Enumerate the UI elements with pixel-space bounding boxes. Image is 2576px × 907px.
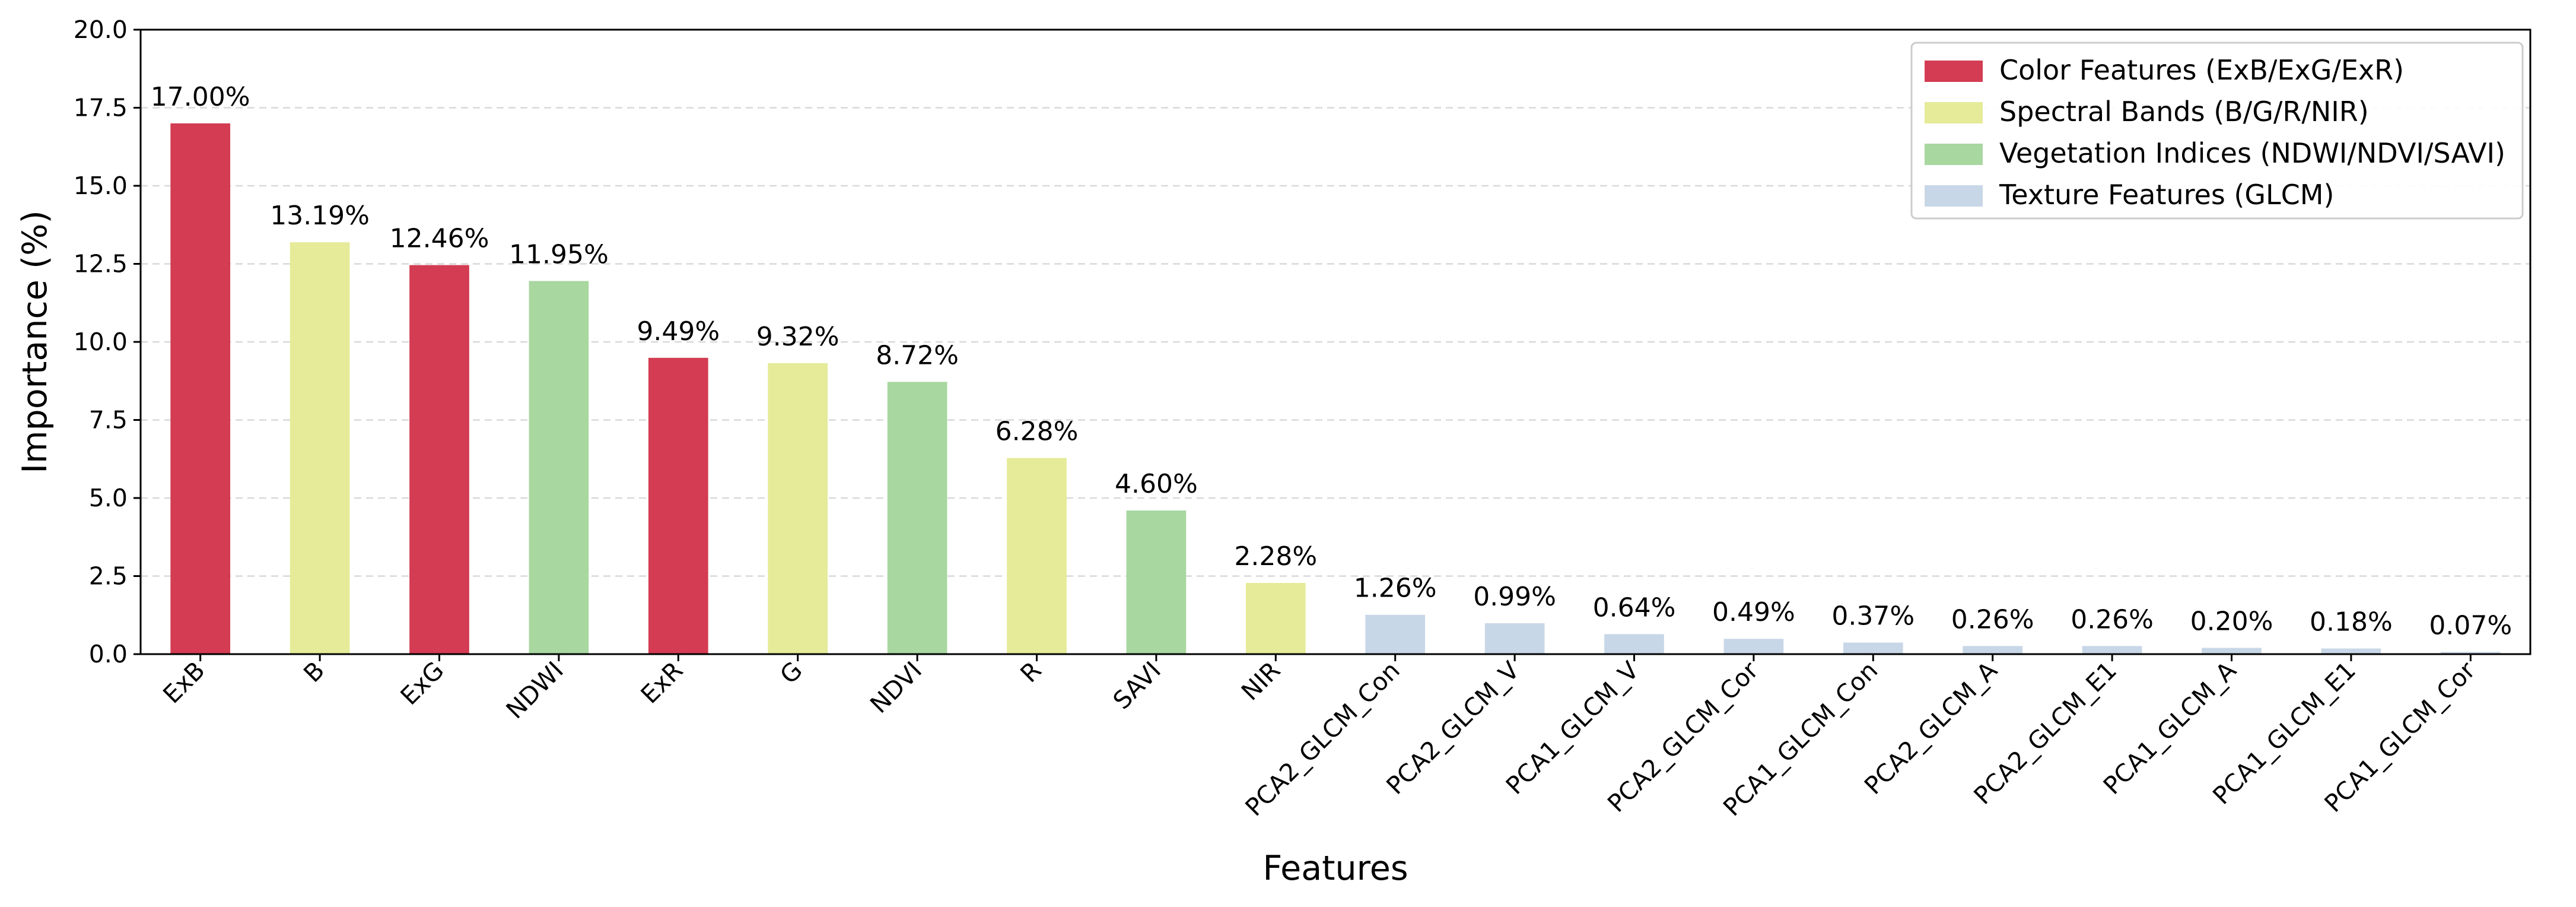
bar-exb: [170, 123, 231, 655]
bar-pca1-glcm-a: [2202, 648, 2262, 654]
legend-swatch-texture: [1925, 185, 1983, 207]
bar-exr: [648, 357, 708, 654]
bar-pca2-glcm-cor: [1723, 639, 1784, 654]
value-label: 0.49%: [1712, 597, 1795, 627]
value-label: 0.99%: [1473, 582, 1556, 612]
legend-label-color: Color Features (ExB/ExG/ExR): [1999, 54, 2404, 86]
value-label: 8.72%: [876, 340, 959, 370]
value-label: 0.26%: [2071, 604, 2154, 635]
y-tick-label: 17.5: [74, 94, 128, 122]
legend-label-spectral: Spectral Bands (B/G/R/NIR): [1999, 96, 2369, 128]
value-label: 9.49%: [637, 316, 720, 347]
value-label: 1.26%: [1354, 573, 1437, 604]
x-tick-label: ExB: [157, 656, 210, 709]
value-label: 0.07%: [2429, 610, 2512, 640]
value-label: 4.60%: [1115, 469, 1198, 499]
value-label: 6.28%: [996, 417, 1079, 447]
legend: Color Features (ExB/ExG/ExR) Spectral Ban…: [1910, 42, 2524, 220]
x-tick-label: R: [1015, 656, 1047, 688]
y-tick-label: 7.5: [89, 406, 128, 435]
y-tick-label: 5.0: [89, 484, 128, 512]
legend-box: [1910, 42, 2524, 220]
value-label: 11.95%: [509, 239, 609, 269]
y-tick-label: 15.0: [74, 172, 128, 200]
legend-label-vegetation: Vegetation Indices (NDWI/NDVI/SAVI): [1999, 137, 2505, 169]
y-tick-label: 10.0: [74, 328, 128, 356]
y-axis-ticks: 0.0 2.5 5.0 7.5 10.0 12.5 15.0 17.5 20.0: [74, 15, 141, 668]
bar-g: [768, 363, 828, 654]
y-axis-title: Importance (%): [15, 210, 55, 473]
value-label: 13.19%: [270, 201, 370, 231]
y-tick-label: 20.0: [74, 15, 128, 44]
bar-savi: [1126, 510, 1187, 654]
bar-pca2-glcm-e1: [2082, 646, 2142, 654]
value-label: 0.18%: [2310, 607, 2393, 638]
x-tick-label: NDWI: [501, 656, 569, 724]
x-axis-ticks: ExB B ExG NDWI ExR G NDVI R SAVI NIRPCA2_GLCM_Con…: [157, 654, 2480, 822]
bar-pca2-glcm-v: [1484, 623, 1545, 654]
value-label: 12.46%: [390, 224, 489, 254]
bar-pca1-glcm-e1: [2321, 648, 2381, 654]
bar-pca1-glcm-v: [1604, 634, 1664, 654]
y-tick-label: 2.5: [89, 562, 128, 591]
bar-b: [290, 242, 350, 654]
y-tick-label: 0.0: [89, 640, 128, 668]
value-label: 2.28%: [1234, 541, 1317, 572]
value-label: 0.64%: [1593, 592, 1676, 623]
x-tick-label: SAVI: [1108, 656, 1166, 715]
value-label: 0.37%: [1831, 601, 1914, 632]
bars-group: [170, 123, 2501, 655]
bar-r: [1007, 458, 1067, 654]
bar-pca2-glcm-con: [1365, 614, 1426, 654]
bar-pca2-glcm-a: [1963, 646, 2023, 654]
bar-ndwi: [529, 281, 589, 654]
x-axis-title: Features: [1262, 849, 1408, 888]
bar-pca1-glcm-con: [1843, 642, 1903, 654]
value-label: 0.20%: [2190, 606, 2273, 636]
x-tick-label: NDVI: [864, 656, 927, 719]
bar-ndvi: [887, 382, 947, 654]
value-labels-group: 17.00% 13.19% 12.46% 11.95% 9.49% 9.32% 8.72% 6…: [151, 82, 2512, 641]
legend-swatch-color: [1925, 61, 1983, 82]
value-label: 17.00%: [151, 82, 250, 112]
y-tick-label: 12.5: [74, 250, 128, 278]
bar-nir: [1245, 583, 1306, 654]
bar-pca1-glcm-cor: [2440, 652, 2501, 654]
x-tick-label: ExR: [635, 656, 689, 709]
x-tick-label: B: [298, 656, 330, 688]
bar-exg: [409, 265, 469, 654]
x-tick-label: NIR: [1236, 656, 1286, 706]
x-tick-label: G: [774, 656, 807, 689]
value-label: 0.26%: [1951, 604, 2034, 635]
legend-swatch-vegetation: [1925, 144, 1983, 165]
legend-swatch-spectral: [1925, 102, 1983, 123]
value-label: 9.32%: [756, 322, 839, 352]
x-tick-label: ExG: [395, 656, 450, 711]
legend-label-texture: Texture Features (GLCM): [1999, 179, 2334, 211]
